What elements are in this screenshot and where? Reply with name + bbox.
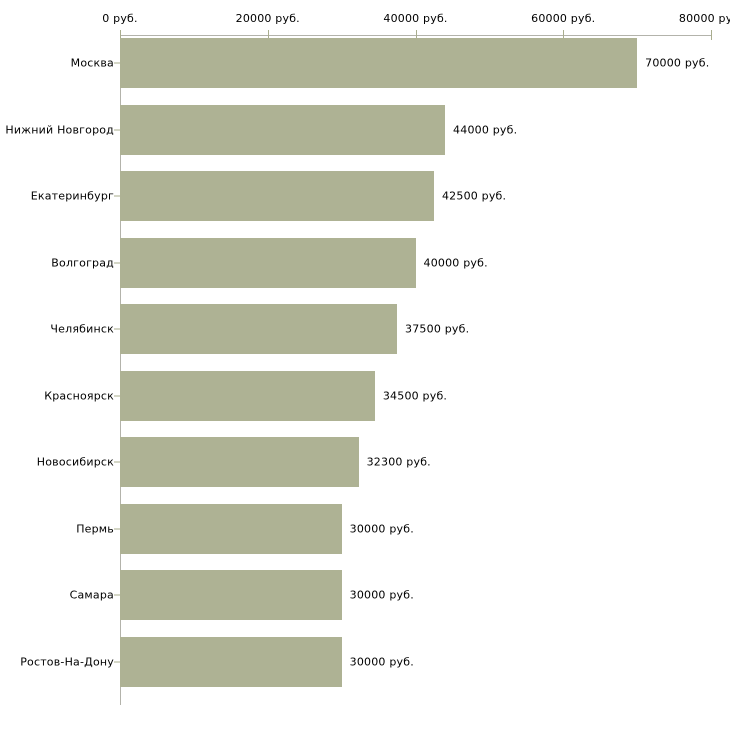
y-axis-label: Самара: [69, 588, 114, 602]
bar-row[interactable]: 37500 руб.: [120, 304, 730, 354]
bar-value-label: 40000 руб.: [423, 256, 488, 269]
x-tick-label: 40000 руб.: [383, 12, 448, 25]
y-axis-label: Москва: [70, 56, 114, 70]
y-axis-label: Екатеринбург: [30, 189, 114, 203]
bar-row[interactable]: 34500 руб.: [120, 370, 730, 421]
bar[interactable]: [120, 38, 638, 88]
bar-value-label: 44000 руб.: [453, 123, 518, 136]
y-axis-label: Новосибирск: [36, 455, 114, 469]
bar[interactable]: [120, 370, 375, 421]
x-tick-80000: [711, 30, 712, 40]
bar-value-label: 30000 руб.: [349, 522, 414, 535]
bar[interactable]: [120, 304, 398, 354]
y-axis-line: [120, 35, 121, 705]
bar[interactable]: [120, 104, 446, 155]
x-tick-0: [120, 30, 121, 40]
bar-row[interactable]: 30000 руб.: [120, 636, 730, 687]
bar-row[interactable]: 44000 руб.: [120, 104, 730, 155]
y-axis-label: Ростов-На-Дону: [20, 655, 114, 668]
y-axis-label: Нижний Новгород: [5, 123, 114, 136]
bar-row[interactable]: 30000 руб.: [120, 570, 730, 620]
bar-row[interactable]: 30000 руб.: [120, 503, 730, 554]
y-axis-label: Волгоград: [51, 256, 114, 269]
x-tick-label: 60000 руб.: [531, 12, 596, 25]
bar-value-label: 37500 руб.: [405, 322, 470, 336]
bar[interactable]: [120, 570, 342, 620]
bar-value-label: 32300 руб.: [366, 455, 431, 469]
y-axis-label: Челябинск: [50, 322, 114, 336]
bar[interactable]: [120, 171, 434, 221]
plot-area: 70000 руб. 44000 руб. 42500 руб. 40000 руб.…: [120, 36, 730, 706]
bar-row[interactable]: 42500 руб.: [120, 171, 730, 221]
x-tick-60000: [563, 30, 565, 40]
y-axis-label: Пермь: [76, 522, 114, 535]
bar[interactable]: [120, 503, 342, 554]
x-tick-label: 20000 руб.: [235, 12, 300, 25]
x-tick-label: 0 руб.: [102, 12, 138, 25]
y-axis-label: Красноярск: [44, 389, 114, 402]
bar-row[interactable]: 40000 руб.: [120, 237, 730, 288]
bar-value-label: 34500 руб.: [382, 389, 448, 402]
bar-value-label: 70000 руб.: [645, 56, 710, 70]
bar-row[interactable]: 70000 руб.: [120, 38, 730, 88]
bar-value-label: 30000 руб.: [349, 655, 414, 668]
bar[interactable]: [120, 237, 416, 288]
bar-value-label: 30000 руб.: [349, 588, 414, 602]
bar[interactable]: [120, 437, 359, 487]
bar[interactable]: [120, 636, 342, 687]
bar-row[interactable]: 32300 руб.: [120, 437, 730, 487]
x-tick-40000: [415, 30, 417, 40]
bar-value-label: 42500 руб.: [441, 189, 507, 203]
x-tick-label: 80000 руб.: [678, 12, 730, 25]
x-tick-20000: [267, 30, 269, 40]
